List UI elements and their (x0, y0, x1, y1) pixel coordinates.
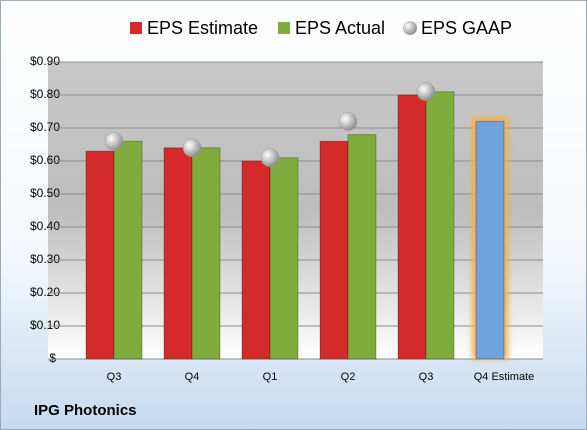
bar (191, 147, 221, 360)
gaap-marker (182, 138, 202, 158)
x-tick-label: Q4 (185, 371, 200, 383)
legend-text: EPS GAAP (421, 18, 512, 38)
x-tick-label: Q3 (419, 371, 434, 383)
legend-marker (278, 22, 290, 34)
x-tick-label: Q2 (341, 371, 356, 383)
gaap-marker (338, 112, 358, 131)
y-tick-label: $0.20 (30, 285, 60, 299)
y-tick-label: $0.50 (30, 186, 60, 200)
caption: IPG Photonics (34, 402, 137, 419)
bar (425, 91, 455, 360)
gaap-marker (260, 148, 280, 167)
legend-marker (403, 21, 417, 35)
gaap-marker (416, 82, 436, 101)
bar (241, 160, 271, 360)
x-tick-label: Q1 (263, 371, 278, 383)
legend-marker (130, 22, 142, 34)
y-tick-label: $0.60 (30, 153, 60, 167)
y-tick-label: $0.10 (30, 318, 60, 332)
bar (163, 147, 193, 360)
y-tick-label: $0.40 (30, 219, 60, 233)
bar (113, 140, 143, 360)
bar (347, 134, 377, 360)
y-tick-label: $0.90 (30, 54, 60, 68)
y-tick-label: $0.70 (30, 120, 60, 134)
y-tick-label: $0.80 (30, 87, 60, 101)
gaap-marker (104, 131, 124, 151)
y-tick-label: $- (49, 351, 60, 365)
x-tick-label: Q4 Estimate (474, 371, 535, 383)
bar (397, 94, 427, 360)
legend-text: EPS Actual (295, 18, 385, 38)
bar (475, 120, 505, 360)
y-tick-label: $0.30 (30, 252, 60, 266)
bar (269, 157, 299, 360)
x-tick-label: Q3 (107, 371, 122, 383)
legend-text: EPS Estimate (147, 18, 258, 38)
bar (85, 150, 115, 360)
bar (319, 140, 349, 360)
